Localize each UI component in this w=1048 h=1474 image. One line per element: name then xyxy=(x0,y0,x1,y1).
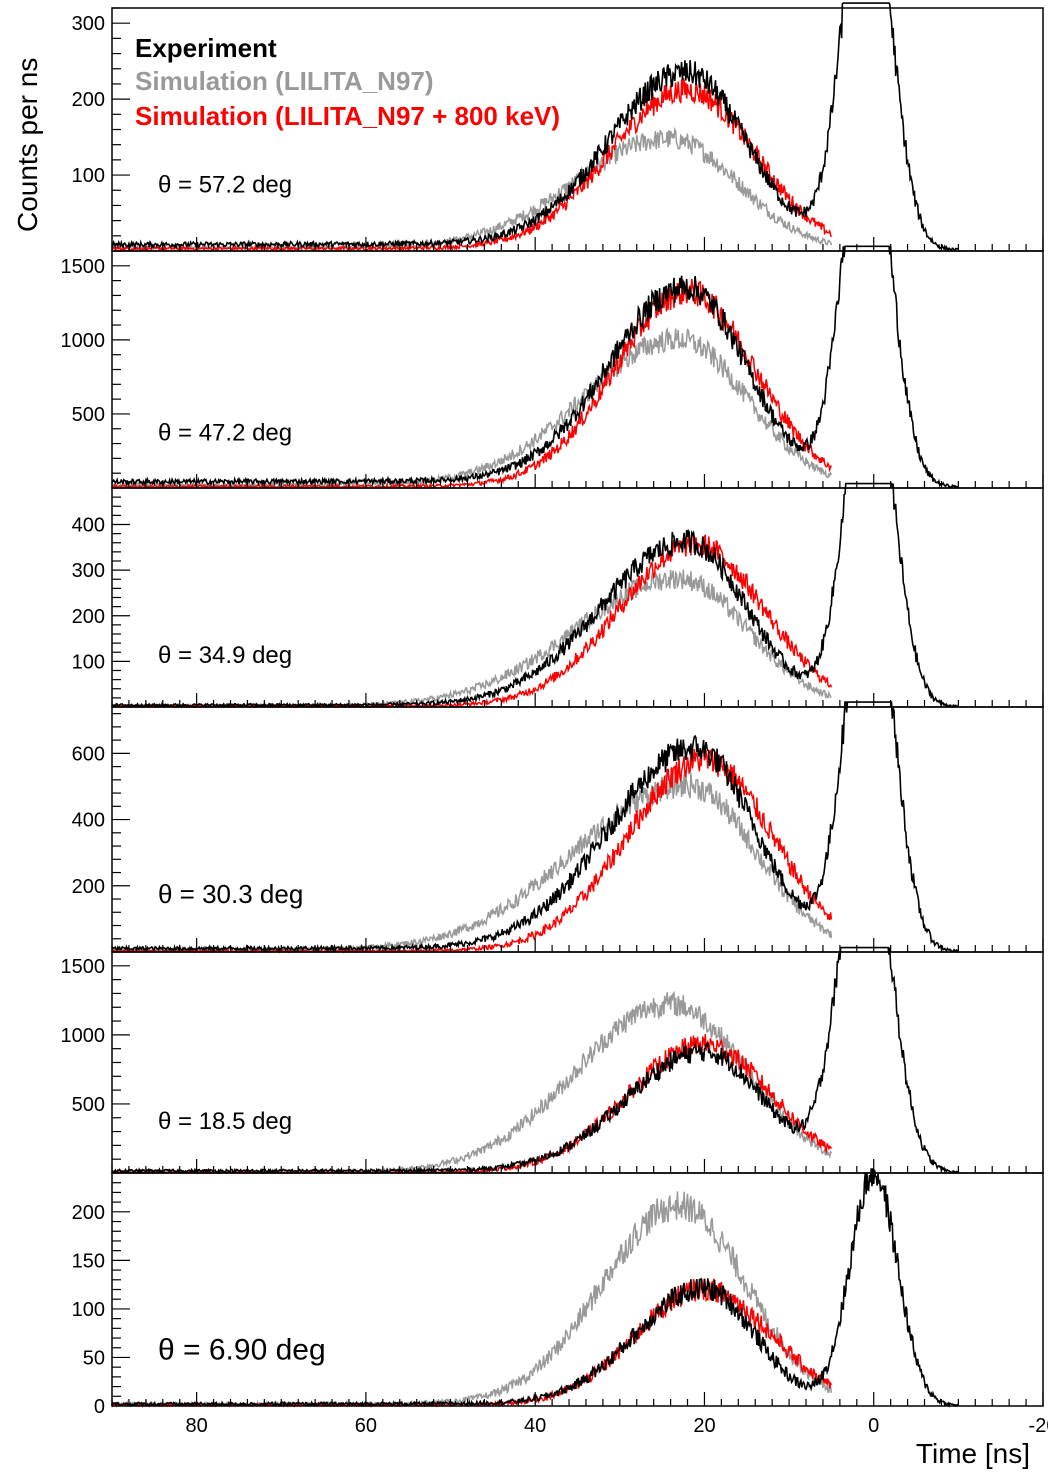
y-tick-label-panel-6: 100 xyxy=(72,1299,105,1321)
panel-label-3: θ = 34.9 deg xyxy=(158,642,292,669)
series-sim-n97-panel-5 xyxy=(111,990,833,1175)
legend-entry-sim-n97-800kev: Simulation (LILITA_N97 + 800 keV) xyxy=(135,101,560,131)
panel-label-4: θ = 30.3 deg xyxy=(158,879,303,909)
y-tick-label-panel-6: 0 xyxy=(94,1396,105,1418)
series-sim-n97-panel-3 xyxy=(111,569,832,709)
x-tick-label: 20 xyxy=(693,1415,715,1437)
y-tick-label-panel-1: 200 xyxy=(72,89,105,111)
legend: Experiment Simulation (LILITA_N97) Simul… xyxy=(135,33,560,131)
panel-frame-3 xyxy=(111,487,1044,708)
y-tick-label-panel-2: 1500 xyxy=(61,256,106,278)
y-tick-label-panel-5: 1000 xyxy=(61,1025,106,1047)
y-tick-label-panel-6: 200 xyxy=(72,1202,105,1224)
frame-layer xyxy=(111,7,1044,1407)
y-tick-label-panel-2: 1000 xyxy=(61,330,106,352)
x-tick-label: 60 xyxy=(355,1415,377,1437)
y-axis-title: Counts per ns xyxy=(12,58,43,232)
series-sim-n97-800-panel-3 xyxy=(111,531,833,709)
x-tick-label: 40 xyxy=(524,1415,546,1437)
series-sim-n97-panel-2 xyxy=(111,326,833,489)
y-tick-label-panel-6: 50 xyxy=(83,1347,105,1369)
series-experiment-panel-1 xyxy=(111,2,959,253)
series-experiment-panel-4 xyxy=(111,701,960,954)
x-tick-label: 0 xyxy=(868,1415,879,1437)
x-tick-label: 80 xyxy=(186,1415,208,1437)
x-tick-label: -20 xyxy=(1029,1415,1048,1437)
series-sim-n97-800-panel-1 xyxy=(111,77,833,253)
y-tick-label-panel-3: 400 xyxy=(72,515,105,537)
panel-label-6: θ = 6.90 deg xyxy=(158,1333,326,1366)
y-tick-label-panel-1: 100 xyxy=(72,165,105,187)
x-axis-title: Time [ns] xyxy=(916,1438,1030,1469)
y-tick-label-panel-5: 1500 xyxy=(61,956,106,978)
series-experiment-panel-2 xyxy=(111,245,959,489)
y-tick-label-panel-5: 500 xyxy=(72,1094,105,1116)
y-tick-label-panel-4: 400 xyxy=(72,810,105,832)
series-experiment-panel-5 xyxy=(111,946,960,1175)
series-experiment-panel-3 xyxy=(111,482,959,709)
legend-entry-experiment: Experiment xyxy=(135,33,277,63)
y-tick-label-panel-4: 200 xyxy=(72,876,105,898)
panel-frame-4 xyxy=(111,706,1044,953)
panel-frame-2 xyxy=(111,250,1044,489)
y-tick-label-panel-4: 600 xyxy=(72,743,105,765)
text-layer: Counts per ns Time [ns] Experiment Simul… xyxy=(12,13,1048,1469)
y-tick-label-panel-6: 150 xyxy=(72,1250,105,1272)
y-tick-label-panel-2: 500 xyxy=(72,404,105,426)
panel-label-1: θ = 57.2 deg xyxy=(158,172,292,199)
y-tick-label-panel-3: 200 xyxy=(72,606,105,628)
legend-entry-sim-n97: Simulation (LILITA_N97) xyxy=(135,66,434,96)
y-tick-label-panel-3: 100 xyxy=(72,651,105,673)
y-tick-label-panel-1: 300 xyxy=(72,13,105,35)
y-tick-label-panel-3: 300 xyxy=(72,560,105,582)
panel-label-2: θ = 47.2 deg xyxy=(158,420,292,447)
series-sim-n97-panel-4 xyxy=(111,773,833,954)
panel-label-5: θ = 18.5 deg xyxy=(158,1108,292,1135)
series-sim-n97-800-panel-4 xyxy=(111,748,833,954)
